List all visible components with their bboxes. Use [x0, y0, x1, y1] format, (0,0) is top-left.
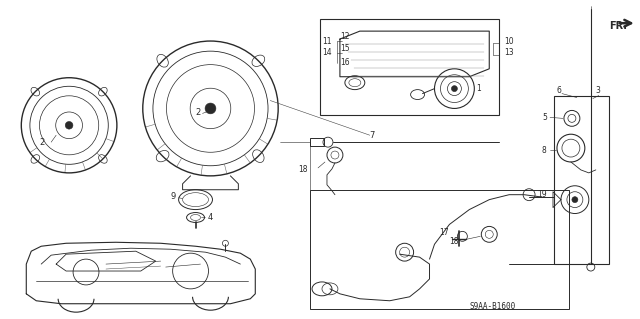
Text: 5: 5 — [542, 113, 547, 122]
Text: 19: 19 — [537, 190, 547, 199]
Text: 1: 1 — [476, 84, 481, 93]
Text: 10: 10 — [504, 37, 514, 46]
Bar — [310, 138, 324, 146]
Text: 15: 15 — [340, 44, 349, 54]
Text: 6: 6 — [557, 86, 562, 95]
Text: 7: 7 — [370, 131, 375, 140]
Bar — [554, 96, 609, 264]
Circle shape — [65, 122, 73, 129]
Circle shape — [205, 103, 216, 114]
Text: 4: 4 — [207, 213, 212, 222]
Text: 11: 11 — [322, 37, 332, 46]
Text: 13: 13 — [504, 48, 514, 57]
Circle shape — [223, 240, 228, 246]
Circle shape — [572, 197, 578, 203]
Text: 16: 16 — [340, 58, 349, 67]
Text: 18: 18 — [449, 237, 459, 246]
Bar — [320, 19, 499, 115]
Text: 3: 3 — [596, 86, 601, 95]
Text: 12: 12 — [340, 32, 349, 41]
Text: 9: 9 — [171, 192, 176, 201]
Text: 2: 2 — [196, 108, 201, 117]
Circle shape — [568, 115, 576, 122]
Bar — [310, 190, 569, 309]
Text: 2: 2 — [39, 138, 44, 147]
Circle shape — [451, 85, 458, 92]
Text: S9AA-B1600: S9AA-B1600 — [469, 302, 516, 311]
Text: 18: 18 — [298, 166, 308, 174]
Text: 8: 8 — [541, 145, 546, 155]
Text: 14: 14 — [322, 48, 332, 57]
Text: FR.: FR. — [609, 21, 627, 31]
Text: 17: 17 — [440, 228, 449, 237]
